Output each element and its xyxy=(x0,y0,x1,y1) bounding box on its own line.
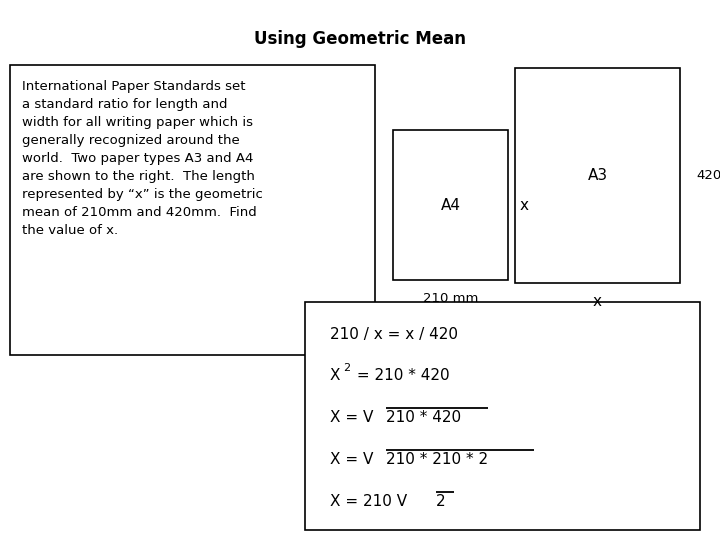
Text: International Paper Standards set
a standard ratio for length and
width for all : International Paper Standards set a stan… xyxy=(22,80,263,237)
Text: 210 * 420: 210 * 420 xyxy=(386,410,461,426)
Text: X = V: X = V xyxy=(330,410,374,426)
Text: A3: A3 xyxy=(588,168,608,183)
Text: x: x xyxy=(520,198,528,213)
Bar xyxy=(515,68,680,283)
Text: X = V: X = V xyxy=(330,453,374,468)
Text: 420mm: 420mm xyxy=(696,169,720,182)
Bar xyxy=(305,302,700,530)
Text: x: x xyxy=(593,294,602,308)
Text: X = 210 V: X = 210 V xyxy=(330,495,407,510)
Bar xyxy=(10,65,375,355)
Bar xyxy=(393,130,508,280)
Text: 210 mm: 210 mm xyxy=(423,292,478,305)
Text: 2: 2 xyxy=(436,495,446,510)
Text: 210 / x = x / 420: 210 / x = x / 420 xyxy=(330,327,458,341)
Text: Using Geometric Mean: Using Geometric Mean xyxy=(254,30,466,48)
Text: = 210 * 420: = 210 * 420 xyxy=(352,368,449,383)
Text: 210 * 210 * 2: 210 * 210 * 2 xyxy=(386,453,488,468)
Text: X: X xyxy=(330,368,341,383)
Text: 2: 2 xyxy=(343,363,350,373)
Text: A4: A4 xyxy=(441,198,461,213)
